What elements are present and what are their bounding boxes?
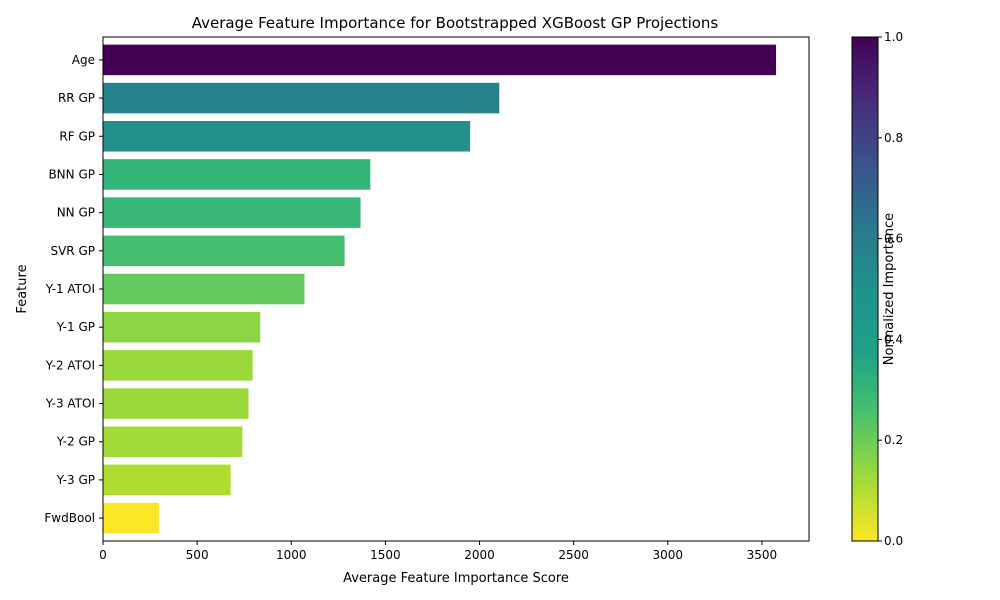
bar <box>103 502 159 534</box>
bars-group <box>103 44 777 534</box>
y-tick-label: Y-3 ATOI <box>45 397 95 411</box>
colorbar-tick-label: 0.4 <box>884 332 903 346</box>
x-tick-label: 2000 <box>464 548 495 562</box>
y-tick-label: Y-2 GP <box>56 435 95 449</box>
bar <box>103 426 243 457</box>
x-tick-label: 2500 <box>558 548 589 562</box>
colorbar-ticks: 0.0 0.2 0.4 0.6 0.8 1.0 <box>878 30 903 548</box>
y-tick-label: RR GP <box>58 91 95 105</box>
y-tick-label: Y-1 ATOI <box>45 282 95 296</box>
bar <box>103 311 261 343</box>
y-tick-label: FwdBool <box>44 511 95 525</box>
bar <box>103 350 253 381</box>
bar <box>103 464 231 496</box>
x-tick-label: 0 <box>99 548 107 562</box>
bar <box>103 44 777 76</box>
x-tick-label: 500 <box>186 548 209 562</box>
plot-area-frame <box>102 36 810 542</box>
colorbar-tick-label: 1.0 <box>884 30 903 44</box>
bar <box>103 235 345 267</box>
y-axis-label: Feature <box>15 264 30 313</box>
y-tick-label: Y-2 ATOI <box>45 358 95 372</box>
bar <box>103 273 305 305</box>
y-tick-label: SVR GP <box>50 244 95 258</box>
bar <box>103 388 249 419</box>
colorbar <box>851 36 879 542</box>
x-tick-label: 1000 <box>276 548 307 562</box>
y-tick-label: Y-3 GP <box>56 473 95 487</box>
x-ticks: 0 500 1000 1500 2000 2500 3000 3500 <box>99 541 777 562</box>
y-tick-label: NN GP <box>57 206 95 220</box>
x-tick-label: 3500 <box>747 548 778 562</box>
y-tick-label: BNN GP <box>48 167 95 181</box>
y-tick-labels: Age RR GP RF GP BNN GP NN GP SVR GP Y-1 ATOI Y-… <box>44 53 103 525</box>
bar <box>103 159 371 190</box>
bar <box>103 82 500 114</box>
y-tick-label: RF GP <box>59 129 95 143</box>
x-axis-label: Average Feature Importance Score <box>343 571 569 586</box>
chart-title: Average Feature Importance for Bootstrap… <box>192 14 719 32</box>
x-tick-label: 3000 <box>653 548 684 562</box>
colorbar-tick-label: 0.0 <box>884 534 903 548</box>
y-tick-label: Age <box>72 53 95 67</box>
x-tick-label: 1500 <box>370 548 401 562</box>
colorbar-tick-label: 0.8 <box>884 131 903 145</box>
colorbar-label: Normalized Importance <box>882 213 897 365</box>
bar <box>103 121 471 152</box>
colorbar-tick-label: 0.6 <box>884 232 903 246</box>
colorbar-tick-label: 0.2 <box>884 433 903 447</box>
y-tick-label: Y-1 GP <box>56 320 95 334</box>
bar <box>103 197 361 228</box>
